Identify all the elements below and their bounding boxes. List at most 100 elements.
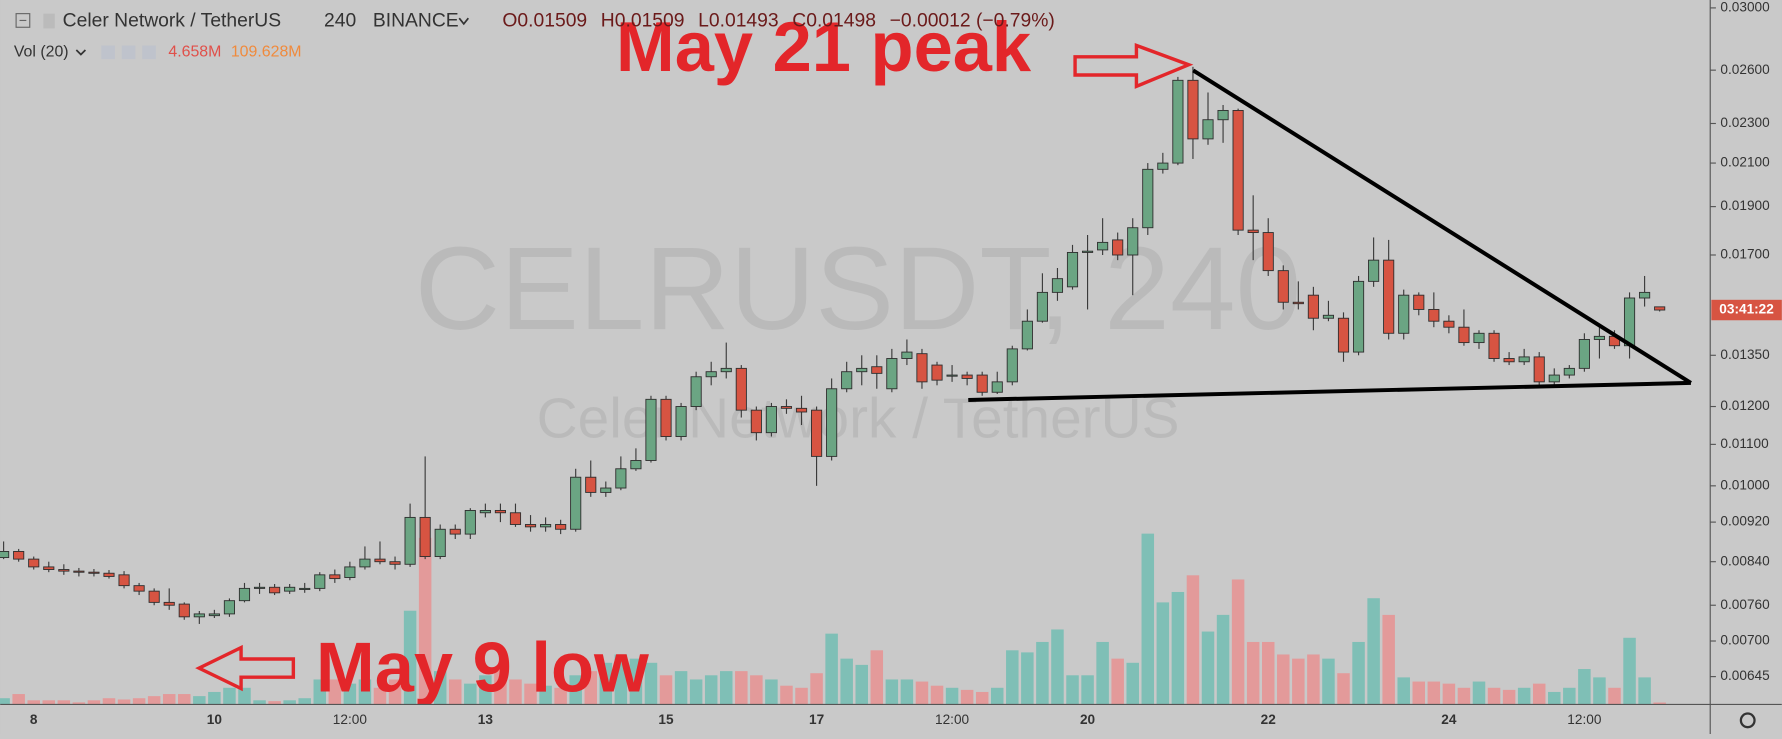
volume-bar xyxy=(1021,652,1034,705)
volume-bar xyxy=(1246,641,1260,705)
candle-body xyxy=(58,569,70,572)
x-tick-label: 13 xyxy=(478,712,494,727)
settings-icon[interactable] xyxy=(1739,712,1756,729)
dropdown-icon[interactable] xyxy=(458,17,469,26)
candle-body xyxy=(1428,308,1440,322)
volume-bar xyxy=(1141,533,1155,705)
study-icon[interactable] xyxy=(101,45,115,60)
volume-bar xyxy=(644,662,658,705)
candle-body xyxy=(1187,79,1199,140)
volume-bar xyxy=(283,700,296,705)
volume-bar xyxy=(1352,641,1365,705)
symbol[interactable]: Celer Network / TetherUS xyxy=(63,11,281,32)
volume-bar xyxy=(343,683,357,705)
dropdown-icon[interactable] xyxy=(75,49,87,56)
volume-bar xyxy=(1532,683,1546,705)
volume-bar xyxy=(449,679,462,705)
volume-bar xyxy=(1081,675,1094,705)
arrow xyxy=(195,644,296,692)
volume-bar xyxy=(1593,677,1606,705)
volume-bar xyxy=(855,664,868,705)
volume-bar xyxy=(1096,641,1109,705)
volume-bar xyxy=(1261,641,1275,705)
candle-body xyxy=(479,509,491,514)
candle-body xyxy=(1548,374,1560,383)
volume-bar xyxy=(72,702,86,705)
candle-body xyxy=(133,585,145,592)
candle-body xyxy=(1202,119,1214,140)
volume-bar xyxy=(900,679,914,705)
axes: 0.03000 0.02600 0.02300 0.02100 0.01900 0.017… xyxy=(30,0,1782,727)
price-label: 03:41:22 xyxy=(1719,302,1774,317)
volume-bar xyxy=(494,666,507,705)
candle-body xyxy=(329,574,341,580)
y-tick-label: 0.02600 xyxy=(1720,62,1770,77)
candle-body xyxy=(1443,320,1455,328)
candle-body xyxy=(208,613,220,617)
candle-body xyxy=(540,524,552,528)
volume-bar xyxy=(840,658,853,705)
study-icon[interactable] xyxy=(121,45,136,60)
volume-bar xyxy=(253,700,266,705)
volume-bar xyxy=(674,671,688,705)
candle-body xyxy=(1247,229,1259,234)
volume-bar xyxy=(719,671,733,705)
candle-body xyxy=(223,600,236,615)
volume-bar xyxy=(1171,591,1185,705)
candle-body xyxy=(1292,301,1304,305)
candle-body xyxy=(193,613,205,618)
candle-body xyxy=(163,601,175,606)
volume-bar xyxy=(524,683,537,705)
volume-study[interactable]: Vol (20) xyxy=(14,43,69,60)
arrow xyxy=(1073,43,1194,89)
exchange[interactable]: BINANCE xyxy=(373,11,459,32)
volume-bar xyxy=(1427,681,1441,705)
candle-body xyxy=(645,398,657,461)
candle-body xyxy=(856,367,868,373)
volume-bar xyxy=(945,687,959,705)
x-tick-label: 20 xyxy=(1080,712,1096,727)
volume-bar xyxy=(27,700,40,705)
x-tick-label: 15 xyxy=(658,712,674,727)
candle-body xyxy=(901,351,913,359)
candle-body xyxy=(1217,109,1229,121)
candle-body xyxy=(780,406,793,409)
candle-body xyxy=(1593,335,1606,340)
candle-body xyxy=(1277,270,1289,303)
y-tick-label: 0.01350 xyxy=(1720,347,1770,362)
candle-body xyxy=(314,574,326,589)
volume-bar xyxy=(0,698,10,705)
interval[interactable]: 240 xyxy=(324,11,356,32)
volume-bar xyxy=(464,683,477,705)
candle-body xyxy=(841,371,853,390)
study-icon[interactable] xyxy=(142,45,156,60)
volume-value: 4.658M xyxy=(168,43,221,60)
volume-bar xyxy=(178,694,191,705)
volume-bar xyxy=(1442,683,1456,705)
candle-body xyxy=(389,561,401,565)
candle-body xyxy=(1578,339,1590,369)
candle-body xyxy=(630,460,642,470)
volume-bar xyxy=(268,701,281,705)
x-tick-label: 24 xyxy=(1441,712,1457,727)
candle-body xyxy=(705,371,717,378)
candle-body xyxy=(269,586,281,594)
volume-bar xyxy=(1322,658,1335,705)
candle-body xyxy=(464,509,476,535)
volume-bar xyxy=(12,694,25,705)
volume-bar xyxy=(102,698,116,705)
candle-body xyxy=(1097,241,1109,251)
candle-body xyxy=(1398,294,1410,334)
volume-bar xyxy=(780,685,793,705)
candle-body xyxy=(1654,306,1666,311)
volume-bar xyxy=(1412,681,1426,705)
candle-body xyxy=(404,516,416,565)
volume-bar xyxy=(915,681,929,705)
candle-body xyxy=(750,409,762,434)
collapse-icon[interactable] xyxy=(15,13,31,28)
x-tick-label: 12:00 xyxy=(935,712,970,727)
volume-bar xyxy=(1307,654,1320,705)
volume-bar xyxy=(1472,681,1486,705)
candle-body xyxy=(359,558,371,568)
volume-bar xyxy=(403,610,417,705)
